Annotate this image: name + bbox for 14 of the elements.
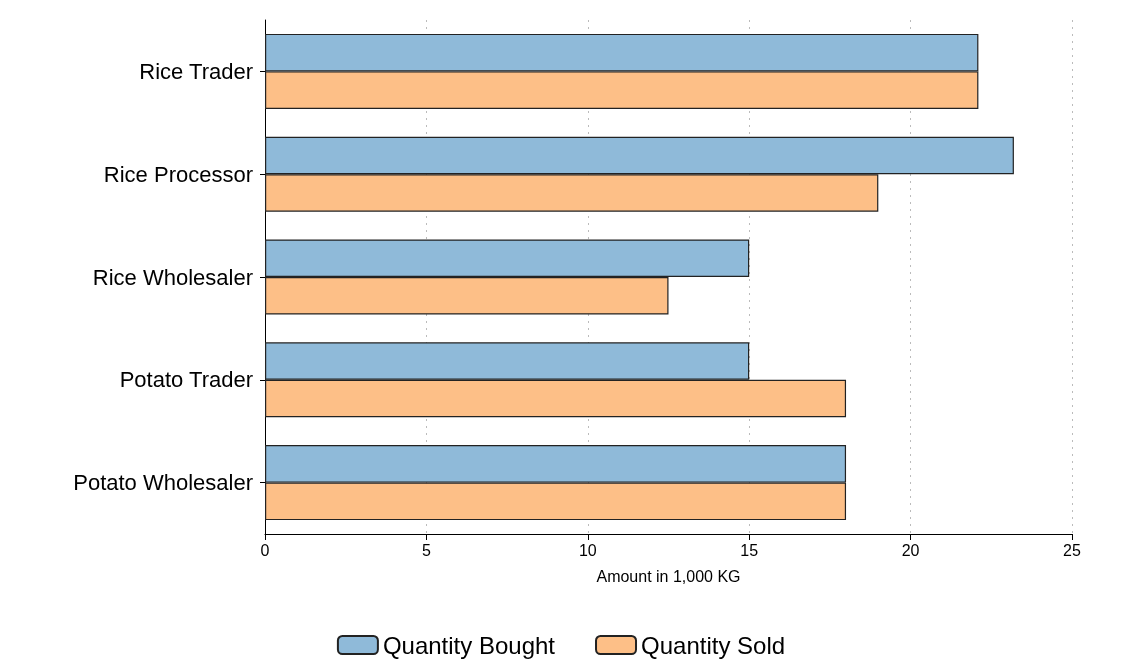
y-tick-label: Rice Wholesaler: [92, 264, 253, 290]
legend-label: Quantity Sold: [641, 631, 786, 659]
y-tick-label: Rice Trader: [139, 58, 253, 84]
x-tick-label: 0: [260, 541, 270, 559]
x-tick-label: 5: [421, 541, 431, 559]
y-tick-label: Potato Trader: [119, 367, 253, 393]
legend-label: Quantity Bought: [382, 631, 556, 659]
x-tick-label: 10: [578, 541, 597, 559]
x-axis-title: Amount in 1,000 KG: [596, 567, 741, 585]
y-tick-label: Potato Wholesaler: [73, 470, 253, 496]
x-tick-label: 20: [901, 541, 920, 559]
y-tick-label: Rice Processor: [103, 161, 253, 187]
x-tick-label: 15: [740, 541, 759, 559]
x-tick-label: 25: [1063, 541, 1081, 559]
